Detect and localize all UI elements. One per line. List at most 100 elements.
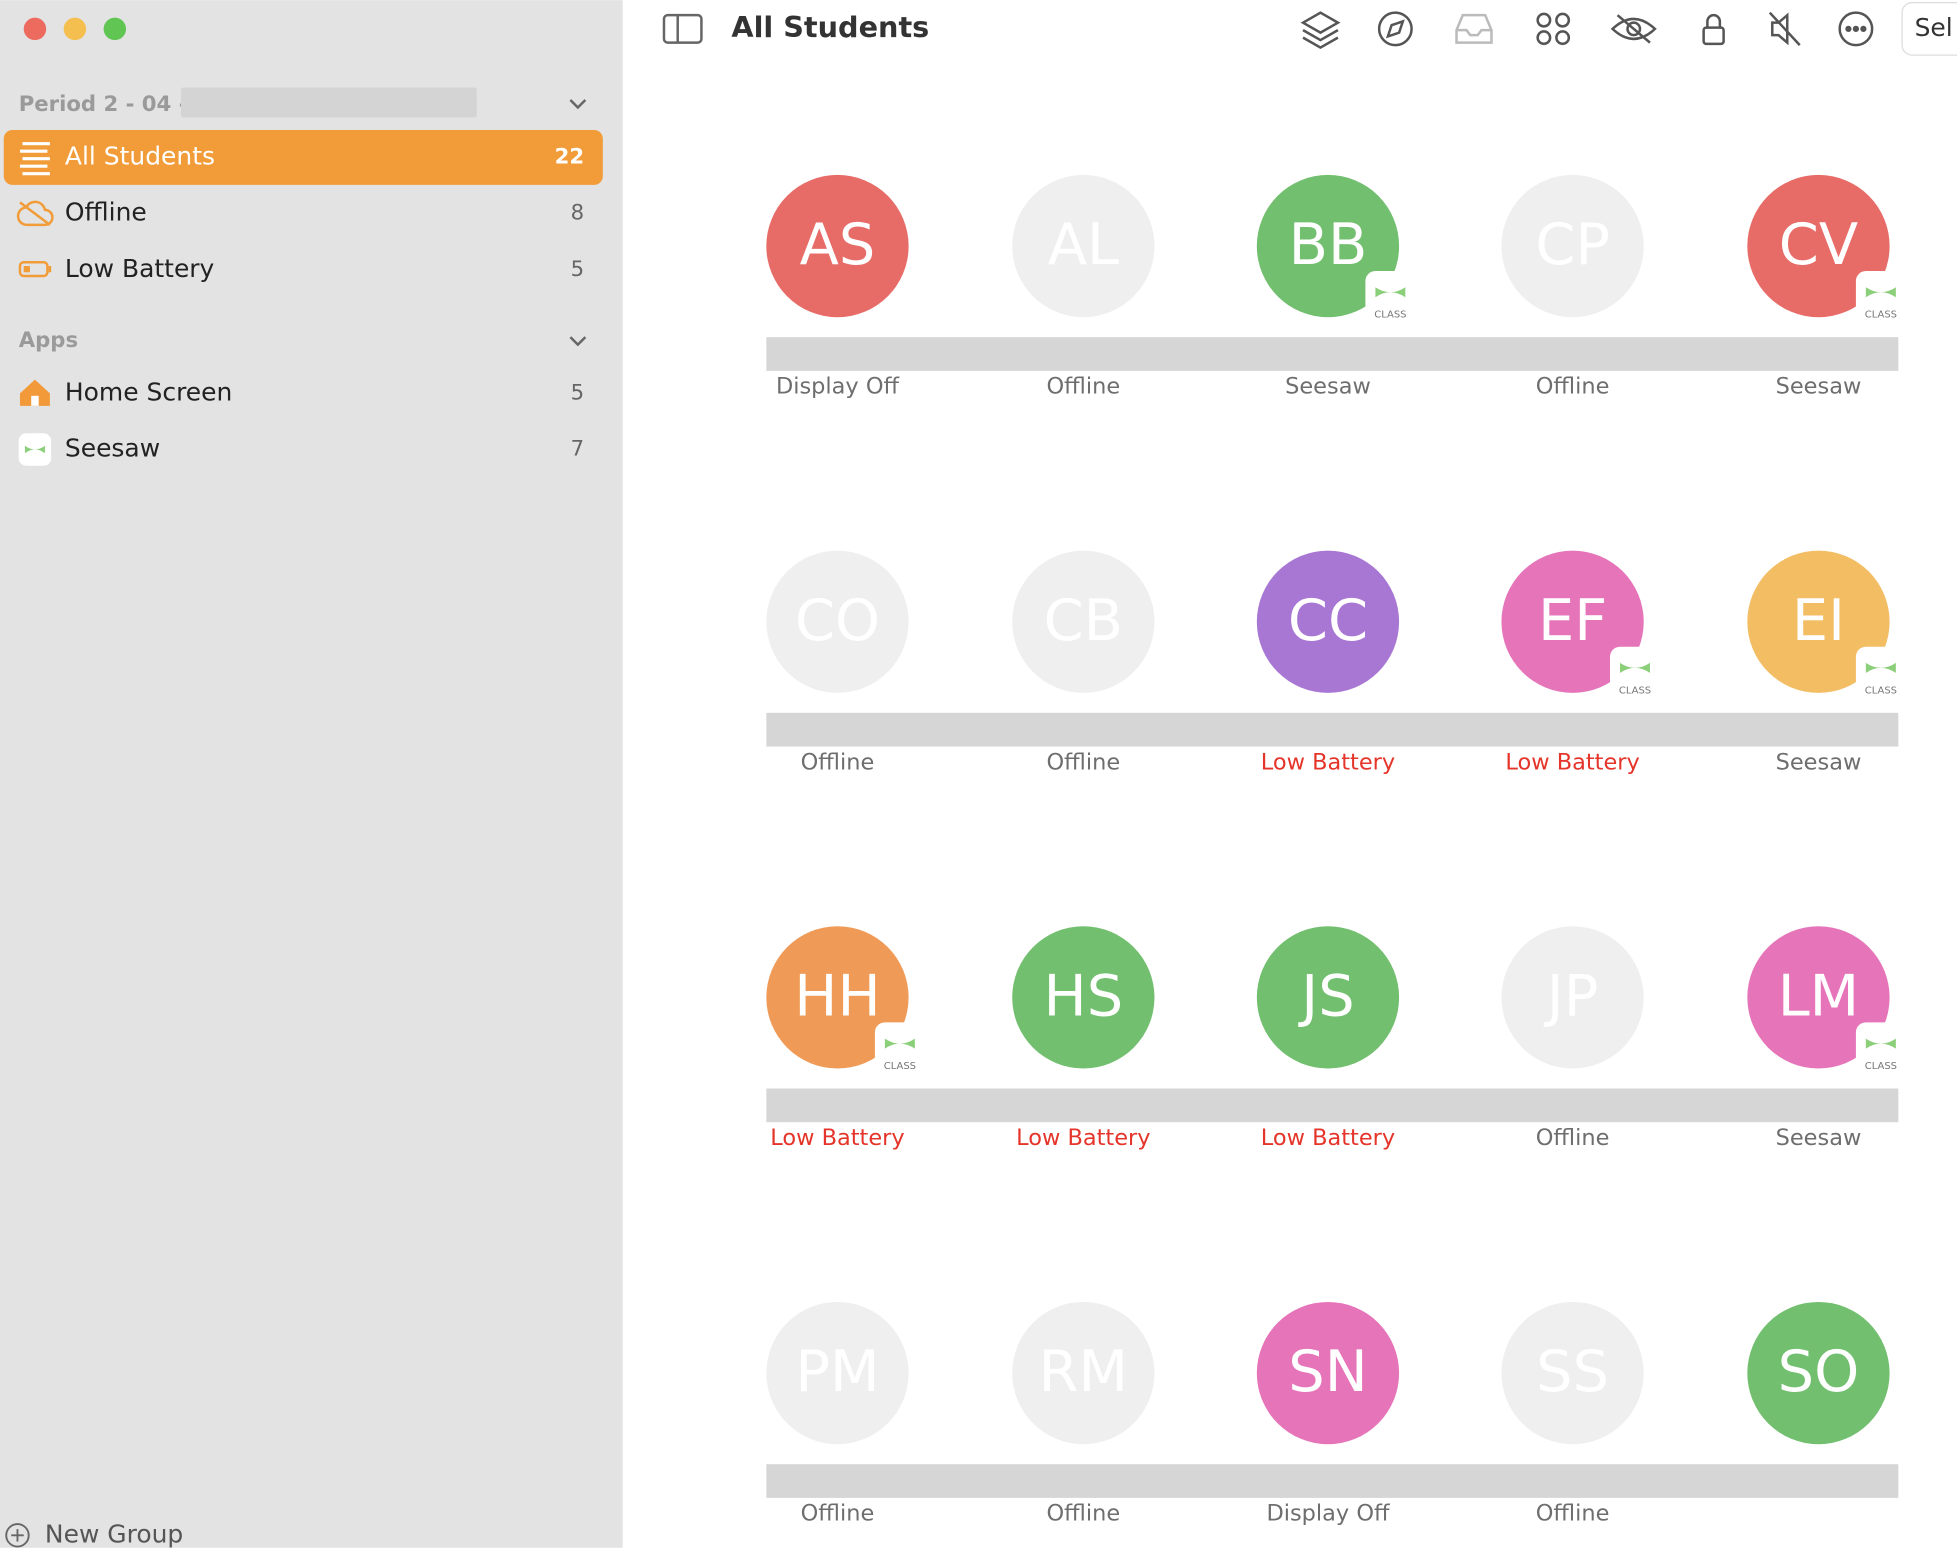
status: Low Battery (770, 1125, 904, 1151)
chevron[interactable] (569, 99, 587, 110)
close-button[interactable] (23, 17, 47, 41)
lock-icon[interactable] (1702, 13, 1725, 46)
redacted-names (766, 1088, 1899, 1123)
app-badge (1610, 646, 1660, 697)
toolbar-icons (1300, 11, 1874, 50)
avatar[interactable] (1012, 926, 1155, 1069)
more-icon[interactable] (1838, 11, 1874, 47)
status: Seesaw (1776, 374, 1862, 400)
avatar[interactable] (1501, 1301, 1644, 1445)
avatar-initials: AS (800, 211, 876, 278)
selected-row[interactable] (3, 129, 603, 185)
row-count: 22 (555, 144, 585, 169)
avatar[interactable] (1501, 926, 1644, 1069)
status: Display Off (1266, 1501, 1390, 1527)
app-badge (1855, 271, 1906, 321)
avatar-initials: BB (1289, 211, 1368, 278)
avatar[interactable] (1256, 1301, 1400, 1445)
avatar[interactable] (1747, 550, 1890, 693)
avatar[interactable] (1501, 550, 1644, 693)
offline-icon (16, 200, 54, 227)
hide-icon[interactable] (1610, 14, 1657, 44)
zoom-button[interactable] (103, 17, 127, 41)
avatar-initials: CB (1044, 587, 1123, 654)
redacted-names (766, 1464, 1899, 1498)
avatar[interactable] (1747, 1301, 1890, 1445)
sidebar-toggle[interactable] (662, 13, 703, 44)
avatar-initials: SN (1288, 1338, 1367, 1405)
avatar-initials: CP (1535, 211, 1610, 278)
status: Seesaw (1285, 374, 1371, 400)
avatar[interactable] (1747, 174, 1890, 318)
status: Offline (1047, 374, 1121, 400)
app-badge-label: CLASS (1865, 310, 1897, 321)
page-title: All Students (731, 10, 929, 44)
apps-icon[interactable] (1536, 12, 1571, 46)
avatar-initials: HH (794, 963, 880, 1030)
seesaw-icon (18, 433, 52, 466)
avatar-initials: PM (795, 1338, 879, 1405)
app-badge-label: CLASS (884, 1061, 916, 1072)
avatar-initials: AL (1048, 211, 1119, 278)
avatar[interactable] (766, 926, 909, 1069)
avatar[interactable] (766, 550, 909, 693)
row-count: 8 (571, 201, 585, 226)
status: Low Battery (1016, 1125, 1150, 1151)
avatar[interactable] (1256, 926, 1400, 1069)
app-badge-label: CLASS (1865, 685, 1897, 696)
all-students-icon (19, 142, 50, 176)
row-label[interactable]: All Students (65, 141, 215, 170)
status: Low Battery (1261, 749, 1395, 775)
row-count: 5 (571, 380, 585, 405)
redacted-names (766, 337, 1899, 371)
avatar[interactable] (1747, 926, 1890, 1069)
select-label[interactable]: Sel (1915, 13, 1953, 42)
avatar-initials: RM (1039, 1338, 1128, 1405)
avatar-initials: HS (1044, 963, 1124, 1030)
avatar[interactable] (1012, 174, 1155, 318)
app-badge (1855, 646, 1906, 697)
apps-title: Apps (19, 328, 78, 353)
status: Offline (1047, 1501, 1121, 1527)
chevron[interactable] (569, 336, 587, 347)
row-label[interactable]: Offline (65, 198, 147, 227)
battery-icon (18, 261, 52, 278)
status: Low Battery (1505, 749, 1639, 775)
status: Seesaw (1776, 1125, 1862, 1151)
row-label[interactable]: Seesaw (65, 433, 160, 462)
app-badge-logo (1865, 287, 1896, 298)
app-badge (874, 1022, 925, 1073)
status: Low Battery (1261, 1125, 1395, 1151)
avatar-initials: EI (1792, 587, 1845, 654)
app-badge-label: CLASS (1374, 310, 1406, 321)
avatar[interactable] (766, 1301, 909, 1445)
minimize-button[interactable] (63, 17, 87, 41)
avatar[interactable] (1501, 174, 1644, 318)
inbox-icon[interactable] (1455, 13, 1493, 44)
student-grid: AS Display Off AL Offline BB CLASS Seesaw CP Off… (766, 174, 1906, 1527)
app-badge (1365, 271, 1416, 321)
status: Offline (1536, 374, 1610, 400)
row-label[interactable]: Low Battery (65, 254, 215, 283)
avatar-initials: JP (1544, 963, 1599, 1030)
mute-icon[interactable] (1768, 11, 1801, 46)
new-group[interactable]: New Group (45, 1519, 183, 1548)
avatar-initials: LM (1778, 963, 1860, 1030)
avatar[interactable] (1012, 550, 1155, 693)
app-badge-logo (1865, 662, 1896, 673)
avatar[interactable] (1256, 550, 1400, 693)
row-label[interactable]: Home Screen (65, 377, 232, 406)
app-badge (1855, 1022, 1906, 1073)
sidebar (0, 0, 623, 1548)
navigate-icon[interactable] (1377, 11, 1413, 47)
avatar-initials: SS (1536, 1338, 1609, 1405)
avatar[interactable] (1256, 174, 1400, 318)
select-button[interactable] (1901, 2, 1957, 56)
avatar[interactable] (766, 174, 909, 318)
new-group-icon[interactable] (5, 1523, 30, 1548)
layers-icon[interactable] (1300, 11, 1341, 50)
sidebar-list: All Students 22 Offline 8 Low Battery 5 Home S… (65, 141, 584, 462)
status: Offline (1536, 1501, 1610, 1527)
status: Offline (1047, 749, 1121, 775)
avatar[interactable] (1012, 1301, 1155, 1445)
